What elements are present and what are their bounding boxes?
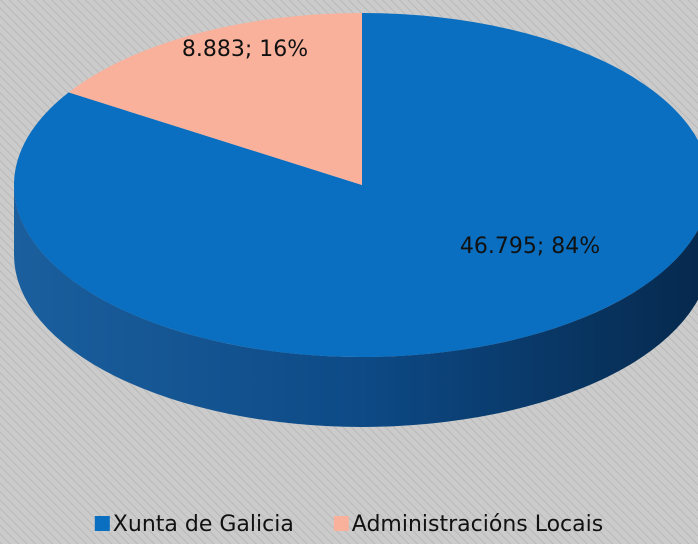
slice-side: [14, 185, 698, 427]
legend-swatch: [94, 516, 110, 531]
legend: Xunta de Galicia Administracións Locais: [94, 512, 603, 537]
data-label: 46.795; 84%: [460, 234, 600, 259]
legend-label: Administracións Locais: [352, 512, 603, 537]
slice: [68, 12, 362, 186]
pie: 46.795; 84% 8.883; 16%: [14, 12, 698, 427]
data-label: 8.883; 16%: [182, 37, 308, 62]
legend-swatch: [333, 516, 349, 531]
legend-label: Xunta de Galicia: [113, 512, 294, 537]
slice: [14, 13, 698, 357]
